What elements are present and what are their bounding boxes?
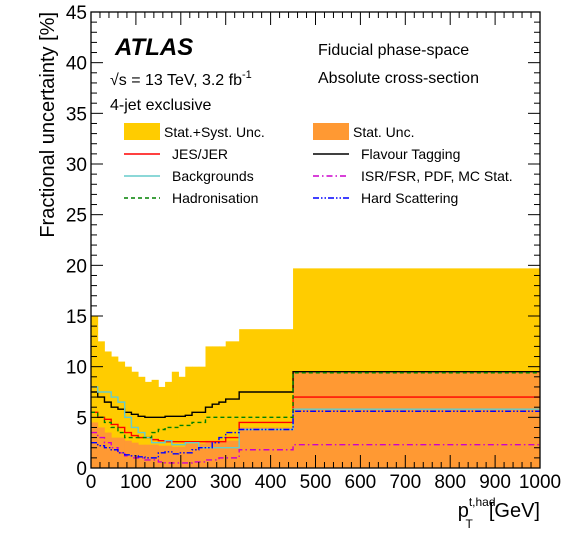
legend-label-stat: Stat. Unc. (353, 124, 414, 140)
isr-line (91, 431, 540, 464)
phase-space-label: Fiducial phase-space (318, 42, 469, 59)
total-band-bin-6 (131, 371, 139, 468)
stat-band-bin-1 (97, 427, 105, 468)
total-band-bin-19 (218, 346, 227, 468)
y-tick-label: 10 (66, 358, 87, 379)
stat-band-bin-11 (165, 445, 173, 468)
uncertainty-bands (91, 268, 541, 468)
flav-line (91, 371, 540, 419)
legend-swatch-total (124, 123, 160, 140)
legend-label-had: Hadronisation (172, 190, 258, 206)
total-band-bin-4 (117, 361, 126, 468)
total-band-bin-8 (144, 381, 153, 468)
total-band-bin-11 (165, 381, 173, 468)
y-tick-label: 20 (66, 256, 87, 277)
total-band-bin-9 (151, 379, 159, 468)
stat-band-bin-14 (185, 443, 193, 468)
stat-band-bin-21 (239, 427, 294, 468)
x-tick-label: 800 (434, 472, 466, 493)
stat-band-bin-19 (218, 440, 227, 468)
stat-band-bin-8 (144, 444, 153, 468)
stat-band-bin-15 (192, 443, 200, 468)
y-tick-label: 30 (66, 155, 87, 176)
stat-band-bin-10 (158, 445, 166, 468)
legend-label-flav: Flavour Tagging (361, 146, 460, 162)
hs-line (91, 410, 540, 459)
total-band-bin-14 (185, 366, 193, 468)
y-axis-title: Fractional uncertainty [%] (37, 12, 59, 238)
total-band-bin-18 (212, 346, 220, 468)
y-tick-label: 40 (66, 54, 87, 75)
total-band-bin-13 (178, 376, 186, 468)
x-tick-label: 100 (120, 472, 152, 493)
stat-band-bin-12 (171, 446, 179, 468)
energy-label: √s = 13 TeV, 3.2 fb-1 (110, 69, 252, 89)
x-tick-label: 300 (210, 472, 242, 493)
stat-band-bin-17 (205, 440, 213, 468)
total-band-bin-3 (111, 356, 119, 468)
stat-band-bin-13 (178, 446, 186, 468)
tick-labels: 0 100 200 300 400 500 600 700 800 900 1000 0 5 10 15 20… (66, 3, 561, 493)
y-tick-label: 45 (66, 3, 87, 24)
selection-label: 4-jet exclusive (110, 97, 211, 114)
stat-band-bin-22 (293, 371, 541, 468)
y-tick-label: 0 (76, 459, 87, 480)
x-axis-title: pt,had T[GeV] (458, 495, 540, 531)
jes-line (91, 396, 540, 443)
x-tick-label: 500 (300, 472, 332, 493)
legend-swatch-stat (313, 123, 349, 140)
y-tick-label: 15 (66, 307, 87, 328)
legend-label-hs: Hard Scattering (361, 190, 458, 206)
x-tick-label: 600 (345, 472, 377, 493)
stat-band-bin-9 (151, 444, 159, 468)
x-tick-label: 0 (86, 472, 97, 493)
total-band-bin-1 (97, 341, 105, 468)
y-tick-label: 5 (76, 408, 87, 429)
axis-ticks (90, 11, 541, 469)
legend-label-bkg: Backgrounds (172, 168, 254, 184)
stat-band-bin-16 (198, 443, 206, 468)
stat-band-bin-20 (225, 440, 240, 468)
legend-label-total: Stat.+Syst. Unc. (164, 124, 265, 140)
total-band-bin-15 (192, 366, 200, 468)
legend-label-isr: ISR/FSR, PDF, MC Stat. (361, 168, 513, 184)
stat-band-bin-3 (111, 437, 119, 468)
total-band-bin-20 (225, 341, 240, 468)
x-tick-label: 1000 (519, 472, 561, 493)
x-tick-label: 900 (479, 472, 511, 493)
bkg-line (91, 386, 540, 449)
stat-band-bin-0 (91, 422, 99, 468)
x-tick-label: 700 (389, 472, 421, 493)
stat-band-bin-2 (104, 432, 112, 468)
total-band-bin-10 (158, 386, 166, 468)
atlas-label: ATLAS (114, 34, 193, 61)
systematic-lines (91, 371, 540, 464)
legend: Stat.+Syst. Unc. Stat. Unc. JES/JER Flavour… (124, 123, 513, 206)
total-band-bin-12 (171, 371, 179, 468)
x-tick-label: 200 (165, 472, 197, 493)
x-tick-label: 400 (255, 472, 287, 493)
total-band-bin-16 (198, 366, 206, 468)
y-tick-label: 35 (66, 104, 87, 125)
y-tick-label: 25 (66, 206, 87, 227)
total-band-bin-7 (138, 376, 146, 468)
measurement-label: Absolute cross-section (318, 70, 479, 87)
total-band-bin-2 (104, 351, 112, 468)
legend-label-jes: JES/JER (172, 146, 228, 162)
stat-band-bin-18 (212, 440, 220, 468)
